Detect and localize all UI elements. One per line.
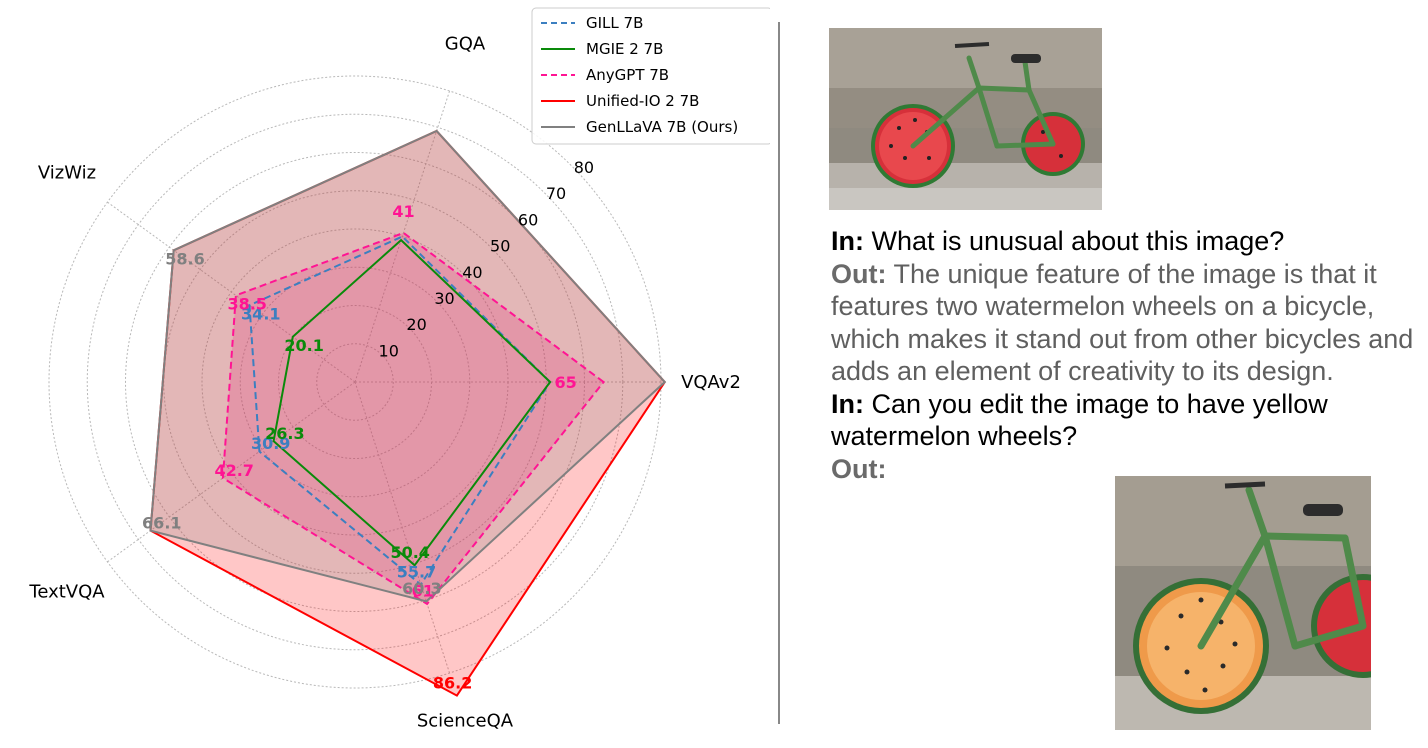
data-label-genllava-7b-ours: 66.1 [142, 513, 181, 532]
radar-chart: VQAv2 GQA VizWiz TextVQA ScienceQA 10 20 30 40 5… [28, 7, 770, 732]
series-line-genllava-7b-ours [149, 129, 667, 603]
grid-spoke [107, 381, 356, 563]
radial-tick-label: 50 [490, 237, 510, 256]
conversation: In: What is unusual about this image? Ou… [831, 225, 1423, 485]
data-label-mgie-2-7b: 20.1 [284, 336, 323, 355]
data-label-genllava-7b-ours: 58.6 [165, 250, 204, 269]
model-turn: Out: The unique feature of the image is … [831, 258, 1423, 388]
legend-label-mgie-2-7b: MGIE 2 7B [586, 40, 663, 58]
series-area-anygpt-7b [222, 232, 604, 604]
grid-ring [239, 266, 471, 498]
radial-tick-label: 80 [574, 158, 594, 177]
series-line-anygpt-7b [221, 231, 606, 606]
role-label: Out: [831, 258, 887, 289]
data-labels: 34.1 30.9 55.7 20.1 26.3 50.4 65 41 38.5 42.7 61 86… [142, 202, 577, 692]
data-label-mgie-2-7b: 26.3 [265, 424, 304, 443]
data-label-anygpt-7b: 42.7 [214, 461, 253, 480]
legend-label-genllava-7b-ours: GenLLaVA 7B (Ours) [586, 118, 738, 136]
axis-label-textvqa: TextVQA [28, 581, 105, 602]
data-label-gill-7b: 55.7 [397, 562, 436, 581]
data-label-anygpt-7b: 38.5 [227, 295, 266, 314]
axis-label-vqav2: VQAv2 [681, 372, 741, 393]
edited-bicycle-yellow-wheels-photo [1115, 476, 1371, 730]
role-label: In: [831, 226, 864, 256]
role-label: Out: [831, 453, 887, 484]
radial-tick-label: 70 [546, 184, 566, 203]
series-lines [149, 129, 667, 697]
user-turn: In: What is unusual about this image? [831, 225, 1423, 258]
axis-label-gqa: GQA [445, 33, 486, 54]
series-fills [150, 131, 665, 696]
grid-spoke [354, 90, 451, 383]
legend-label-gill-7b: GILL 7B [586, 14, 643, 32]
model-turn: Out: [831, 453, 1423, 486]
data-label-anygpt-7b: 65 [554, 373, 576, 392]
radial-tick-labels: 10 20 30 40 50 60 70 80 [379, 158, 595, 360]
radial-tick-label: 30 [434, 289, 454, 308]
radial-tick-label: 40 [462, 263, 482, 282]
axis-labels: VQAv2 GQA VizWiz TextVQA ScienceQA [28, 33, 741, 731]
series-area-genllava-7b-ours [150, 131, 665, 602]
data-label-unified-io-2-7b: 86.2 [433, 673, 472, 692]
grid-spoke [107, 201, 356, 383]
axis-label-vizwiz: VizWiz [38, 163, 96, 184]
radial-tick-label: 20 [406, 315, 426, 334]
axis-label-scienceqa: ScienceQA [417, 711, 514, 732]
radial-tick-label: 60 [518, 210, 538, 229]
legend-label-anygpt-7b: AnyGPT 7B [586, 66, 669, 84]
radar-grid [48, 75, 662, 689]
data-label-genllava-7b-ours: 60.3 [402, 579, 441, 598]
series-line-mgie-2-7b [272, 238, 552, 567]
data-label-gill-7b: 30.9 [251, 434, 290, 453]
message-text: What is unusual about this image? [871, 226, 1285, 256]
grid-spoke [354, 381, 451, 674]
legend-frame [531, 7, 770, 145]
message-text: The unique feature of the image is that … [831, 258, 1414, 387]
data-label-anygpt-7b: 41 [392, 202, 414, 221]
legend-label-unified-io-2-7b: Unified-IO 2 7B [586, 92, 699, 110]
data-label-gill-7b: 34.1 [241, 305, 280, 324]
data-label-anygpt-7b: 61 [412, 582, 434, 601]
vertical-divider [778, 22, 780, 724]
series-line-gill-7b [248, 235, 552, 587]
grid-ring [86, 113, 624, 651]
grid-ring [316, 343, 394, 421]
user-turn: In: Can you edit the image to have yello… [831, 388, 1423, 453]
message-text: Can you edit the image to have yellow wa… [831, 388, 1328, 452]
data-label-mgie-2-7b: 50.4 [390, 543, 429, 562]
radial-tick-label: 10 [379, 341, 399, 360]
legend: GILL 7B MGIE 2 7B AnyGPT 7B Unified-IO 2 7B… [531, 7, 770, 145]
bicycle-watermelon-wheels-photo [829, 28, 1102, 210]
series-area-unified-io-2-7b [150, 131, 665, 696]
role-label: In: [831, 388, 864, 419]
